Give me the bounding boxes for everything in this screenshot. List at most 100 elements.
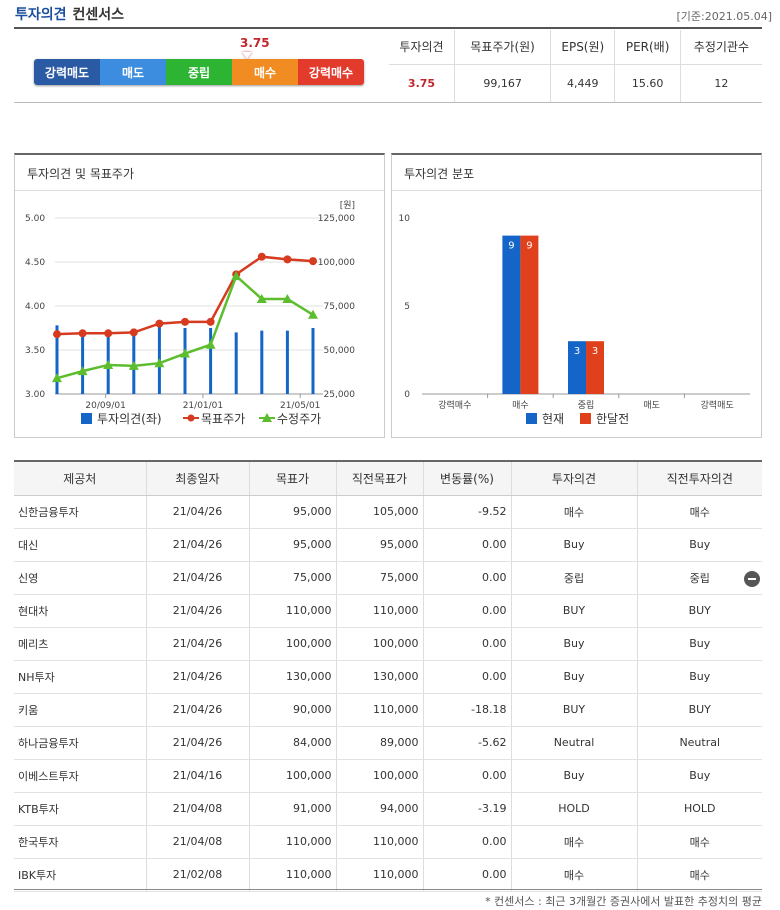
cell-target: 110,000 xyxy=(249,594,337,628)
chart-panel-title: 투자의견 및 목표주가 xyxy=(15,155,384,191)
cell-prev: 110,000 xyxy=(336,594,424,628)
cell-change: -18.18 xyxy=(423,693,512,727)
opinion-bar xyxy=(81,329,85,394)
cell-change: -3.19 xyxy=(423,792,512,826)
column-header: 직전투자의견 xyxy=(637,461,762,496)
adjusted-price-point xyxy=(205,339,216,349)
y-right-tick-label: 25,000 xyxy=(324,390,356,400)
cell-opinion: Buy xyxy=(511,528,638,562)
summary-value: 99,167 xyxy=(454,64,552,102)
cell-target: 100,000 xyxy=(249,627,337,661)
y-left-tick-label: 3.50 xyxy=(25,346,45,356)
legend-label: 현재 xyxy=(542,412,564,426)
column-header: 투자의견 xyxy=(511,461,638,496)
adjusted-price-point xyxy=(77,366,88,376)
summary-header: 목표주가(원) xyxy=(454,30,552,65)
target-price-point xyxy=(206,317,215,326)
cell-change: 0.00 xyxy=(423,858,512,892)
cell-change: 0.00 xyxy=(423,528,512,562)
distribution-bar xyxy=(502,235,521,394)
footnote: * 컨센서스 : 최근 3개월간 증권사에서 발표한 추정치의 평균 xyxy=(485,895,762,908)
header-divider xyxy=(14,27,762,29)
cell-change: 0.00 xyxy=(423,627,512,661)
target-price-point xyxy=(78,329,87,338)
cell-opinion: 매수 xyxy=(511,825,638,859)
cell-prev: 105,000 xyxy=(336,495,424,529)
cell-date: 21/04/26 xyxy=(146,660,250,694)
y-right-tick-label: 100,000 xyxy=(318,258,355,268)
cell-prev: 110,000 xyxy=(336,693,424,727)
score-marker-icon xyxy=(242,52,252,59)
summary-divider xyxy=(14,102,762,103)
column-header: 최종일자 xyxy=(146,461,250,496)
reference-date: [기준:2021.05.04] xyxy=(676,10,772,23)
opinion-bar xyxy=(311,328,315,394)
cell-prev: 110,000 xyxy=(336,858,424,892)
cell-date: 21/04/26 xyxy=(146,726,250,760)
opinion-distribution-panel: 투자의견 분포 0 5 10 강력매수 매수 9 9 중립 3 3 매도 강력매도 현재 한달전 xyxy=(391,153,762,438)
table-row: 대신 21/04/26 95,000 95,000 0.00 Buy Buy xyxy=(14,528,762,562)
cell-prev: 89,000 xyxy=(336,726,424,760)
y-right-tick-label: 75,000 xyxy=(324,302,356,312)
table-row: 신한금융투자 21/04/26 95,000 105,000 -9.52 매수 매수 xyxy=(14,495,762,529)
scale-segment: 중립 xyxy=(166,59,232,85)
legend-label: 투자의견(좌) xyxy=(97,412,162,426)
cell-target: 90,000 xyxy=(249,693,337,727)
cell-prev: 94,000 xyxy=(336,792,424,826)
cell-target: 91,000 xyxy=(249,792,337,826)
adjusted-price-point xyxy=(52,373,62,383)
scale-segment: 매도 xyxy=(100,59,166,85)
table-row: KTB투자 21/04/08 91,000 94,000 -3.19 HOLD HOLD xyxy=(14,792,762,826)
cell-prev: 100,000 xyxy=(336,627,424,661)
bar-value-label: 3 xyxy=(592,346,598,357)
table-row: 현대차 21/04/26 110,000 110,000 0.00 BUY BUY xyxy=(14,594,762,628)
column-header: 목표가 xyxy=(249,461,337,496)
cell-prev-opinion: 매수 xyxy=(637,858,762,892)
cell-provider: NH투자 xyxy=(14,660,147,694)
cell-prev-opinion: Buy xyxy=(637,759,762,793)
cell-opinion: Neutral xyxy=(511,726,638,760)
target-price-point xyxy=(283,255,292,264)
cell-opinion: Buy xyxy=(511,627,638,661)
column-header: 제공처 xyxy=(14,461,147,496)
cell-target: 110,000 xyxy=(249,858,337,892)
cell-prev: 130,000 xyxy=(336,660,424,694)
cell-opinion: 매수 xyxy=(511,495,638,529)
legend-label: 한달전 xyxy=(596,412,629,426)
cell-prev-opinion: 매수 xyxy=(637,825,762,859)
title-sub: 컨센서스 xyxy=(72,7,125,23)
column-header: 변동률(%) xyxy=(423,461,512,496)
cell-target: 110,000 xyxy=(249,825,337,859)
bar-value-label: 9 xyxy=(526,241,532,252)
chart-panel-title: 투자의견 분포 xyxy=(392,155,761,191)
opinion-scale-bar: 강력매도 매도 중립 매수 강력매수 xyxy=(34,59,364,85)
cell-date: 21/02/08 xyxy=(146,858,250,892)
table-row: 한국투자 21/04/08 110,000 110,000 0.00 매수 매수 xyxy=(14,825,762,859)
legend-swatch xyxy=(526,413,537,424)
cell-target: 130,000 xyxy=(249,660,337,694)
cell-date: 21/04/26 xyxy=(146,627,250,661)
target-price-point xyxy=(104,329,113,338)
cell-target: 95,000 xyxy=(249,528,337,562)
cell-target: 75,000 xyxy=(249,561,337,595)
target-price-point xyxy=(155,319,164,328)
adjusted-price-point xyxy=(308,309,318,319)
column-header: 직전목표가 xyxy=(336,461,424,496)
table-row: NH투자 21/04/26 130,000 130,000 0.00 Buy Buy xyxy=(14,660,762,694)
cell-prev-opinion: 매수 xyxy=(637,495,762,529)
cell-opinion: BUY xyxy=(511,594,638,628)
cell-opinion: HOLD xyxy=(511,792,638,826)
cell-change: -9.52 xyxy=(423,495,512,529)
cell-provider: KTB투자 xyxy=(14,792,147,826)
bar-value-label: 3 xyxy=(574,346,580,357)
y-left-tick-label: 4.00 xyxy=(25,302,45,312)
summary-value: 4,449 xyxy=(550,64,616,102)
legend-label: 목표주가 xyxy=(201,412,245,426)
cell-prev-opinion: Neutral xyxy=(637,726,762,760)
collapse-minus-icon[interactable] xyxy=(744,571,760,587)
cell-change: -5.62 xyxy=(423,726,512,760)
y-tick-label: 0 xyxy=(404,390,410,400)
scale-segment: 매수 xyxy=(232,59,298,85)
cell-date: 21/04/26 xyxy=(146,594,250,628)
